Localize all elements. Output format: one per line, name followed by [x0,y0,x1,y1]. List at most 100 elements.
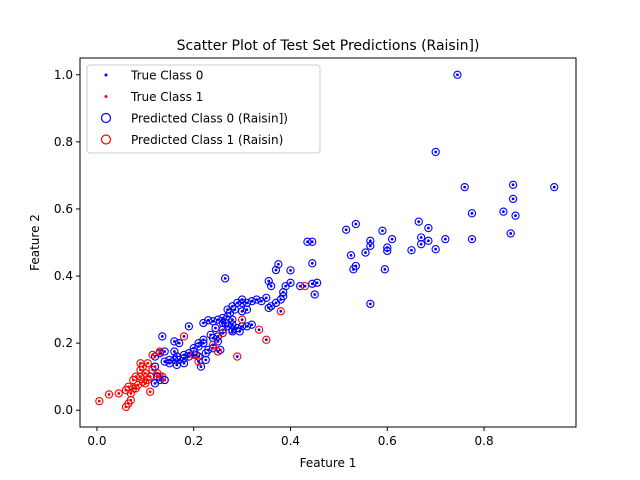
predicted-marker [104,390,114,399]
true-marker [206,318,210,322]
predicted-marker [467,209,477,218]
predicted-marker [150,362,160,371]
true-marker [146,361,150,365]
true-marker [163,378,167,382]
x-tick-label: 0.2 [184,434,203,448]
y-tick-label: 0.8 [54,135,73,149]
y-axis: 0.0 0.2 0.4 0.6 0.8 1.0 [54,68,80,417]
true-marker [245,324,249,328]
predicted-marker [143,375,152,385]
predicted-marker [407,246,416,255]
legend-entry: Predicted Class 1 (Raisin) [100,133,283,147]
true-marker [250,299,254,303]
x-tick-label: 0.0 [87,434,106,448]
true-marker [238,329,242,333]
true-marker [245,301,249,305]
predicted-marker [237,315,247,324]
predicted-marker [148,350,157,360]
predicted-marker [380,265,390,274]
predicted-marker [424,236,433,245]
predicted-marker [138,377,148,386]
x-tick-label: 0.4 [281,434,300,448]
predicted-marker [308,279,317,288]
predicted-marker [266,302,276,311]
predicted-marker [194,352,203,361]
y-tick-label: 0.6 [54,202,73,216]
series-2 [150,362,169,385]
predicted-marker [346,251,356,260]
true-marker [129,392,133,395]
true-marker [182,335,186,338]
true-marker [197,345,200,348]
true-marker [235,355,239,358]
predicted-marker [179,332,189,341]
true-marker [223,276,227,280]
predicted-marker [286,266,295,275]
predicted-marker [143,359,152,368]
x-axis: 0.0 0.2 0.4 0.6 0.8 [87,427,494,448]
legend-entry: True Class 0 [104,69,203,83]
true-marker [235,301,239,305]
predicted-marker [271,265,281,275]
predicted-marker [417,240,426,249]
true-marker [434,247,438,251]
true-marker [509,232,513,235]
predicted-marker [155,347,164,356]
predicted-marker [467,234,477,244]
predicted-marker [228,315,237,324]
predicted-marker [146,387,155,396]
y-tick-label: 0.0 [54,403,73,417]
predicted-marker [499,207,508,216]
true-marker [310,282,314,286]
series-3 [179,281,310,366]
y-tick-label: 1.0 [54,68,73,82]
true-marker [126,385,130,389]
true-marker [410,248,413,252]
true-marker [298,284,302,288]
predicted-marker [414,217,423,226]
predicted-marker [206,330,215,339]
predicted-marker [351,219,360,229]
predicted-marker [170,337,179,346]
true-marker [255,298,259,301]
true-marker [419,236,423,239]
predicted-marker [252,295,261,304]
true-marker [201,321,205,325]
true-marker [187,324,191,328]
true-marker [163,360,167,363]
predicted-marker [189,350,198,360]
true-marker [172,358,176,362]
true-marker [470,237,474,241]
true-marker [260,299,263,303]
true-marker [143,371,147,375]
true-marker [187,355,191,358]
predicted-marker [208,340,218,349]
true-marker [368,239,372,243]
predicted-marker [170,347,179,356]
true-marker [264,338,268,342]
true-marker [146,378,150,382]
true-marker [274,301,278,305]
predicted-marker [257,297,266,306]
predicted-marker [216,345,225,354]
predicted-marker [221,274,230,283]
true-marker [383,267,387,271]
predicted-marker [204,316,213,325]
true-marker [390,237,394,241]
legend-label: Predicted Class 1 (Raisin) [131,133,283,147]
true-marker [117,392,121,395]
true-marker [182,361,186,365]
true-marker [279,298,283,301]
y-axis-label: Feature 2 [28,214,42,271]
predicted-marker [431,147,440,157]
true-marker [289,268,292,272]
predicted-marker [237,307,247,316]
true-marker [349,253,353,257]
true-marker [129,398,133,402]
true-marker [267,306,271,310]
true-marker [231,323,234,327]
predicted-marker [312,278,322,287]
true-marker [427,226,430,230]
true-marker [511,197,515,201]
true-marker [216,350,220,353]
